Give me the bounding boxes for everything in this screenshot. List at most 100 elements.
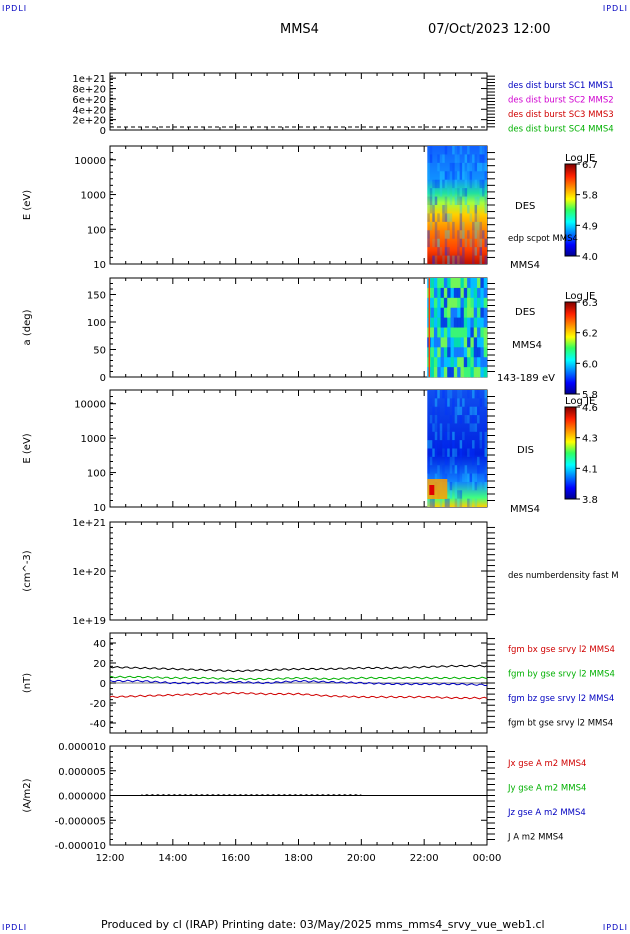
spectrogram-cell [437, 456, 440, 466]
spectrogram-cell [454, 154, 458, 163]
pitch-angle-cell [433, 337, 438, 348]
pitch-angle-cell [453, 317, 458, 328]
spectrogram-cell [429, 440, 433, 449]
spectrogram-cell [432, 213, 435, 222]
pitch-angle-cell [433, 278, 438, 289]
colorbar [564, 301, 577, 395]
spectrogram-cell [472, 230, 475, 239]
spectrogram-cell [482, 146, 485, 155]
x-tick-label: 20:00 [347, 853, 376, 864]
spectrogram-cell [484, 390, 487, 399]
spectrogram-cell [432, 179, 435, 189]
spectrogram-cell [484, 431, 487, 441]
pitch-angle-cell [450, 297, 455, 308]
spectrogram-cell [452, 456, 455, 466]
y-tick-label: 10 [93, 260, 106, 271]
spectrogram-cell [427, 238, 430, 248]
spectrogram-cell [479, 188, 483, 197]
pitch-angle-cell [483, 317, 488, 328]
y-tick-label: 150 [87, 291, 106, 302]
spectrogram-cell [474, 390, 478, 399]
spectrogram-cell [459, 238, 463, 248]
y-tick-label: -40 [90, 719, 106, 730]
pitch-angle-cell [443, 337, 448, 348]
panel-2-spacecraft: MMS4 [510, 260, 540, 271]
spectrogram-cell [467, 415, 470, 424]
pitch-angle-cell [430, 367, 435, 378]
y-tick-label: 100 [87, 225, 106, 236]
spectrogram-cell [434, 255, 438, 264]
pitch-angle-cell [430, 357, 435, 368]
pitch-angle-cell [477, 278, 481, 289]
spectrogram-cell [479, 481, 483, 491]
spectrogram-cell [459, 146, 463, 155]
spectrogram-cell [452, 255, 455, 264]
spectrogram-cell [477, 390, 480, 399]
pitch-angle-cell [430, 347, 435, 358]
spectrogram-cell [447, 255, 450, 264]
spectrogram-cell [444, 456, 448, 466]
spectrogram-cell [457, 154, 460, 163]
footer-credit: Produced by cl (IRAP) Printing date: 03/… [101, 918, 545, 931]
pitch-angle-cell [443, 297, 448, 308]
pitch-angle-cell [430, 297, 435, 308]
spectrogram-cell [432, 238, 435, 248]
spectrogram-cell [444, 213, 448, 222]
panel-1-frame [109, 72, 488, 131]
spectrogram-cell [462, 171, 465, 180]
spectrogram-cell [434, 423, 438, 432]
spectrogram-cell [427, 465, 430, 474]
spectrogram-cell [434, 440, 438, 449]
spectrogram-cell [444, 398, 448, 407]
spectrogram-cell [454, 255, 458, 264]
spectrogram-cell [464, 179, 468, 189]
spectrogram-cell [432, 205, 435, 214]
spectrogram-cell [442, 205, 445, 214]
legend-entry: fgm bt gse srvy l2 MMS4 [508, 719, 613, 729]
spectrogram-cell [467, 146, 470, 155]
y-tick-label: 10 [93, 503, 106, 514]
pitch-angle-cell [460, 287, 465, 299]
pitch-angle-cell [433, 307, 438, 318]
spectrogram-cell [447, 188, 450, 197]
spectrogram-cell [472, 255, 475, 264]
legend-entry: Jz gse A m2 MMS4 [507, 808, 586, 818]
header-spacecraft: MMS4 [280, 22, 319, 37]
y-tick-label: 1e+21 [72, 74, 106, 85]
pitch-angle-cell [453, 297, 458, 308]
spectrogram-cell [427, 498, 430, 507]
spectrogram-cell [444, 238, 448, 248]
pitch-angle-cell [480, 307, 484, 318]
spectrogram-cell [434, 238, 438, 248]
spectrogram-cell [434, 179, 438, 189]
spectrogram-cell [467, 473, 470, 482]
pitch-angle-cell [480, 278, 484, 289]
spectrogram-cell [427, 188, 430, 197]
spectrogram-cell [429, 456, 433, 466]
spectrogram-cell [479, 162, 483, 172]
colorbar-tick-label: 4.0 [582, 252, 598, 263]
pitch-angle-cell [453, 337, 458, 348]
spectrogram-cell [452, 171, 455, 180]
spectrogram-cell [449, 213, 453, 222]
pitch-angle-cell [453, 347, 458, 358]
spectrogram-cell [484, 448, 487, 457]
spectrogram-cell [429, 188, 433, 197]
spectrogram-cell [432, 255, 435, 264]
spectrogram-cell [444, 431, 448, 441]
spectrogram-cell [474, 154, 478, 163]
pitch-angle-cell [437, 327, 441, 338]
spectrogram-cell [482, 465, 485, 474]
pitch-angle-cell [483, 357, 488, 368]
header-datetime: 07/Oct/2023 12:00 [428, 22, 551, 37]
pitch-angle-cell [457, 337, 461, 348]
pitch-angle-cell [477, 297, 481, 308]
pitch-angle-cell [470, 278, 475, 289]
spectrogram-cell [479, 465, 483, 474]
spectrogram-cell [482, 230, 485, 239]
y-tick-label: -0.000010 [55, 841, 106, 852]
spectrogram-cell [429, 221, 433, 231]
spectrogram-cell [457, 238, 460, 248]
pitch-angle-cell [443, 307, 448, 318]
spectrogram-cell [442, 440, 445, 449]
